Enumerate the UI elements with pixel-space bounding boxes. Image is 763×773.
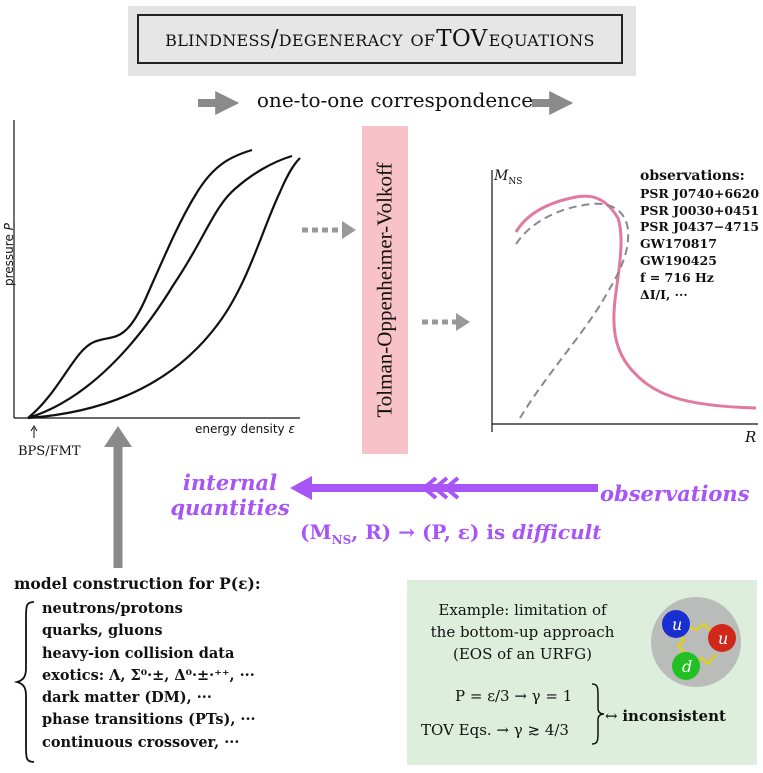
tov-label: Tolman-Oppenheimer-Volkoff (372, 162, 397, 418)
eos-ylabel-symbol: P (2, 223, 16, 231)
quark-label: u (718, 629, 728, 648)
mr-xlabel: R (745, 428, 757, 446)
result-word: inconsistent (622, 707, 726, 725)
model-item: heavy-ion collision data (42, 644, 235, 662)
model-title: model construction for P(ε): (14, 574, 261, 593)
eos-plot (13, 120, 301, 438)
observations-label: observations (600, 481, 750, 506)
example-line1: Example: limitation of (438, 601, 607, 619)
mr-plot (491, 170, 758, 432)
eos-xlabel-text: energy density (195, 422, 285, 436)
observations-header: observations: (640, 168, 745, 184)
inconsistent-result: ↔ inconsistent (605, 707, 726, 725)
model-item: dark matter (DM), ··· (42, 689, 212, 707)
eos-xlabel-symbol: ε (288, 422, 295, 436)
inverse-difficult-word: difficult (512, 520, 602, 544)
model-construction: model construction for P(ε): neutrons/pr… (14, 574, 261, 763)
model-item: phase transitions (PTs), ··· (42, 711, 256, 729)
eos-curve-2 (27, 154, 293, 420)
model-item: exotics: Λ, Σ⁰·±, Δ⁰·±·⁺⁺, ··· (42, 666, 255, 684)
inverse-problem-text: (MNS, R) → (P, ε) is difficult (300, 520, 601, 547)
eos-xlabel: energy density ε (195, 422, 295, 436)
observation-item: GW190425 (640, 252, 717, 268)
inverse-math-2: , R) → (P, ε) is (351, 520, 513, 544)
bps-label: BPS/FMT (18, 444, 81, 459)
mr-dashed-curve (515, 202, 630, 419)
mr-ylabel-sub: NS (508, 176, 523, 187)
model-list: neutrons/protons quarks, gluons heavy-io… (42, 598, 256, 754)
inverse-arrowhead (290, 476, 312, 500)
observation-item: ΔI/I, ··· (640, 286, 688, 302)
left-brace-icon (14, 601, 35, 763)
title-part1: blindness/degeneracy of (165, 26, 436, 52)
example-line3: (EOS of an URFG) (452, 645, 593, 663)
observation-item: PSR J0030+0451 (640, 202, 760, 218)
quark-red (708, 624, 736, 652)
model-item: quarks, gluons (42, 622, 163, 640)
eos-ylabel-text: pressure (2, 234, 16, 286)
observation-item: f = 716 Hz (640, 269, 714, 285)
result-arrow: ↔ (605, 707, 618, 725)
observation-item: GW170817 (640, 236, 717, 252)
correspondence-text: one-to-one correspondence (256, 88, 534, 112)
mr-ylabel-symbol: M (494, 168, 509, 184)
observation-item: PSR J0437−4715 (640, 219, 760, 235)
tov-band: Tolman-Oppenheimer-Volkoff (362, 126, 408, 454)
title-box: blindness/degeneracy of TOV equations (137, 14, 623, 64)
internal-line2: quantities (170, 495, 290, 520)
eos-to-tov-arrowhead (342, 221, 356, 239)
title-part2: TOV (436, 26, 488, 52)
example-eq1: P = ε/3 → γ = 1 (455, 687, 573, 705)
example-text: Example: limitation of the bottom-up app… (415, 599, 630, 665)
quark-label: u (672, 615, 682, 634)
observation-item: PSR J0740+6620 (640, 185, 760, 201)
eos-curve-1 (27, 148, 253, 419)
inverse-sub: NS (331, 533, 352, 547)
title-part3: equations (488, 26, 595, 52)
proton-icon: u u d (651, 597, 741, 687)
inverse-chevrons (420, 476, 460, 500)
right-brace-icon (591, 683, 605, 745)
quark-blue (662, 610, 690, 638)
quark-green (672, 652, 700, 680)
example-eq2: TOV Eqs. → γ ≳ 4/3 (421, 721, 569, 739)
eos-curve-3 (27, 157, 301, 420)
model-up-arrowhead (104, 426, 132, 447)
internal-line1: internal (182, 470, 278, 495)
internal-quantities-label: internal quantities (160, 470, 300, 520)
mr-ylabel: MNS (494, 168, 522, 187)
tov-to-mr-arrowhead (456, 313, 470, 331)
model-item: continuous crossover, ··· (42, 733, 240, 751)
bps-arrowhead (30, 425, 38, 432)
model-item: neutrons/protons (42, 600, 183, 617)
inverse-math-1: (M (300, 520, 332, 544)
example-line2: the bottom-up approach (430, 623, 615, 641)
quark-label: d (682, 657, 692, 676)
eos-ylabel: pressure P (2, 223, 16, 286)
observations-list: observations: PSR J0740+6620 PSR J0030+0… (640, 168, 759, 303)
